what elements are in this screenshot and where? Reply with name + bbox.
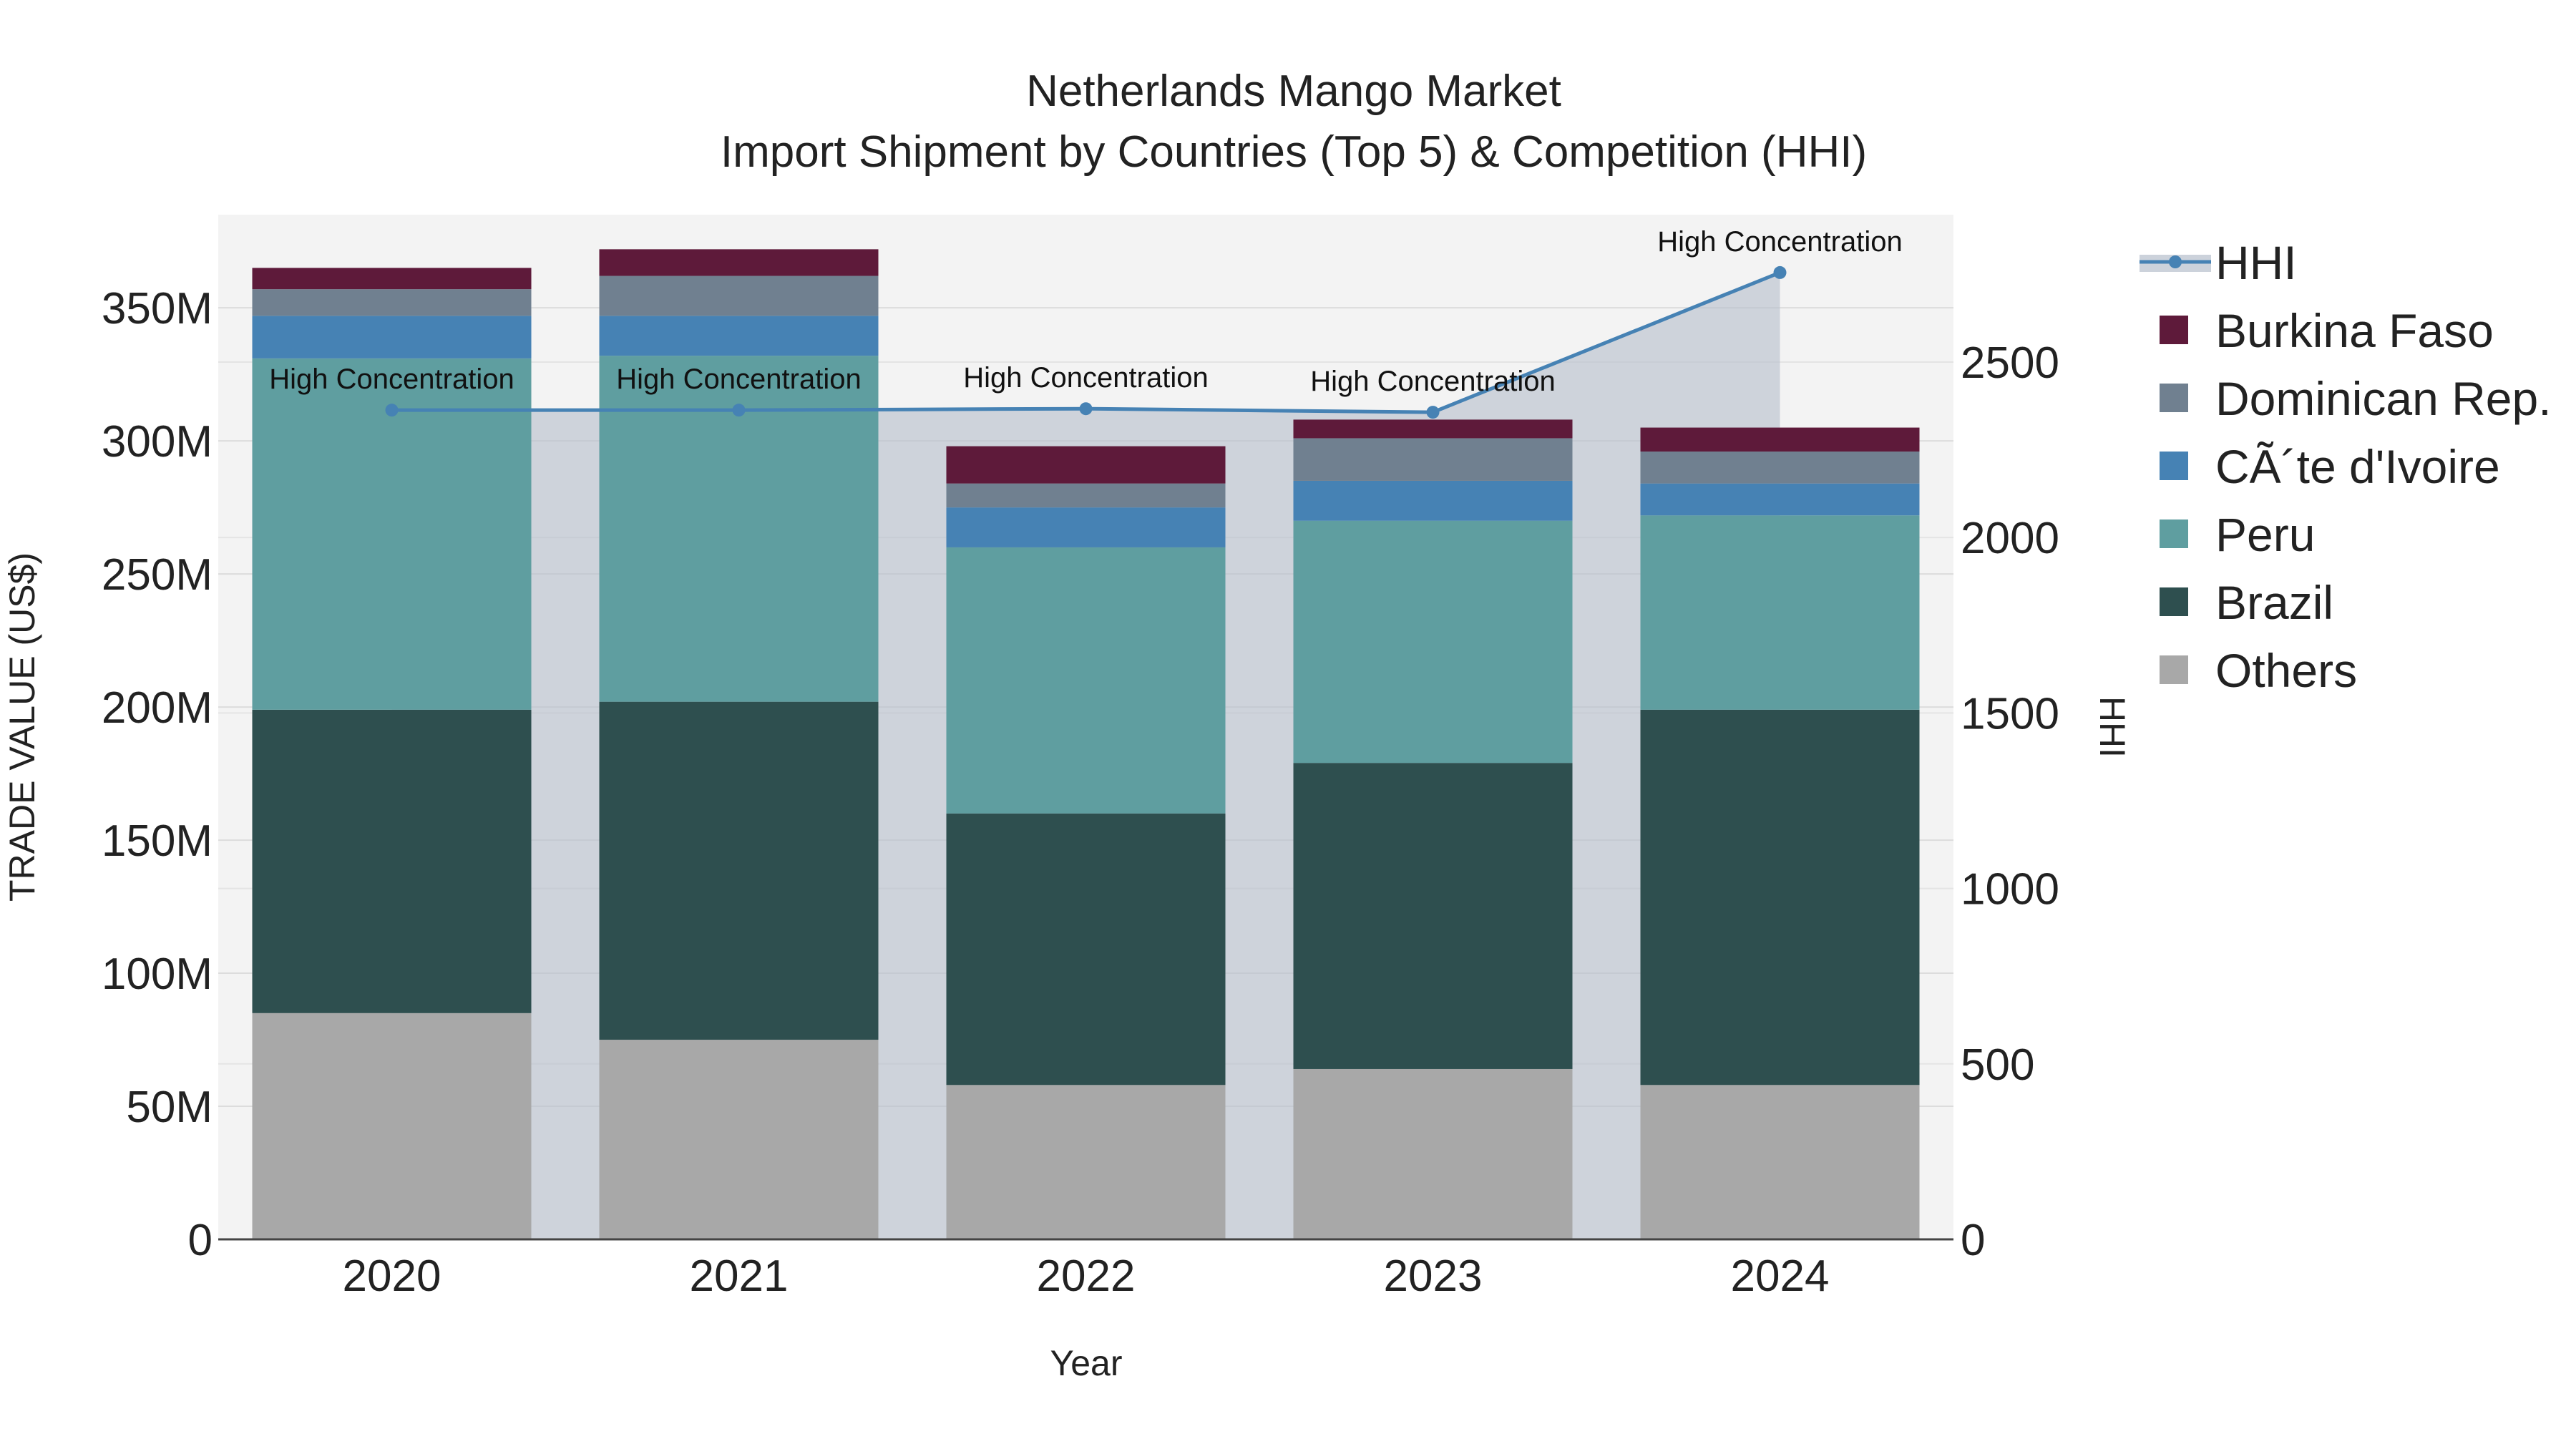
bar-segment [599, 275, 879, 316]
hhi-annotation: High Concentration [963, 362, 1208, 394]
y-tick-label: 150M [102, 816, 213, 866]
y-tick-label: 200M [102, 683, 213, 733]
bar-segment [252, 709, 532, 1013]
legend-swatch-hhi-marker [2169, 255, 2182, 268]
bar-segment [1293, 763, 1573, 1069]
annotations-layer: High Concentration High Concentration High… [269, 226, 1902, 397]
hhi-line-layer [385, 265, 1787, 419]
x-tick-label: 2021 [690, 1252, 789, 1301]
legend-label: CÃ´te d'Ivoire [2215, 440, 2500, 493]
x-tick-label: 2022 [1037, 1252, 1136, 1301]
bar-segment [1640, 709, 1920, 1085]
legend: HHI Burkina Faso Dominican Rep. CÃ´te d'Ivo… [2140, 236, 2552, 697]
bar-segment [1293, 1068, 1573, 1239]
hhi-marker [1426, 406, 1440, 419]
legend-label: Brazil [2215, 576, 2333, 629]
legend-label: Others [2215, 644, 2357, 697]
y2-tick-label: 1500 [1961, 689, 2059, 738]
bar-segment [1640, 483, 1920, 516]
hhi-annotation: High Concentration [1657, 226, 1902, 258]
y-tick-label: 100M [102, 950, 213, 999]
hhi-marker [732, 404, 746, 417]
y-tick-label: 250M [102, 550, 213, 600]
bar-segment [599, 701, 879, 1040]
bar-segment [252, 289, 532, 316]
bars-layer [252, 249, 1920, 1239]
y-tick-label: 350M [102, 284, 213, 333]
bar-segment [1293, 438, 1573, 481]
legend-label: Dominican Rep. [2215, 372, 2552, 425]
chart-title: Netherlands Mango Market [1026, 67, 1561, 116]
legend-label: HHI [2215, 236, 2297, 289]
legend-swatch [2160, 452, 2188, 480]
bar-segment [599, 1040, 879, 1239]
bar-segment [599, 316, 879, 356]
y2-tick-label: 0 [1961, 1216, 1985, 1265]
bar-segment [252, 268, 532, 290]
legend-swatch [2160, 316, 2188, 344]
bar-segment [946, 483, 1226, 508]
y-tick-label: 300M [102, 417, 213, 467]
x-tick-label: 2020 [343, 1252, 441, 1301]
hhi-annotation: High Concentration [616, 364, 861, 395]
x-tick-label: 2024 [1731, 1252, 1830, 1301]
hhi-marker [1079, 402, 1093, 416]
bar-segment [946, 446, 1226, 484]
bar-segment [1293, 520, 1573, 763]
bar-segment [252, 1013, 532, 1239]
y2-axis-ticks: 0 500 1000 1500 2000 2500 [1961, 338, 2059, 1265]
x-axis-title: Year [1050, 1343, 1122, 1383]
chart-subtitle: Import Shipment by Countries (Top 5) & C… [721, 127, 1867, 177]
bar-segment [252, 358, 532, 710]
hhi-annotation: High Concentration [1310, 366, 1555, 397]
bar-segment [946, 1085, 1226, 1239]
bar-segment [252, 316, 532, 358]
bar-segment [1293, 480, 1573, 521]
bar-segment [946, 507, 1226, 547]
bar-segment [1640, 1085, 1920, 1239]
y-tick-label: 50M [126, 1083, 213, 1132]
bar-segment [1293, 419, 1573, 439]
y2-tick-label: 2000 [1961, 514, 2059, 563]
legend-label: Burkina Faso [2215, 304, 2494, 357]
y-axis-ticks: 0 50M 100M 150M 200M 250M 300M 350M [102, 284, 213, 1265]
y2-tick-label: 2500 [1961, 338, 2059, 388]
bar-segment [946, 813, 1226, 1085]
bar-segment [1640, 452, 1920, 484]
x-tick-label: 2023 [1384, 1252, 1483, 1301]
y2-axis-title: HHI [2092, 696, 2132, 758]
legend-swatch [2160, 587, 2188, 616]
y2-tick-label: 1000 [1961, 865, 2059, 914]
y-axis-title: TRADE VALUE (US$) [2, 552, 42, 902]
bar-segment [599, 249, 879, 276]
legend-swatch [2160, 384, 2188, 412]
hhi-marker [385, 404, 399, 417]
legend-swatch [2160, 655, 2188, 684]
bar-segment [1640, 515, 1920, 710]
y2-tick-label: 500 [1961, 1040, 2034, 1090]
legend-swatch [2160, 519, 2188, 548]
hhi-annotation: High Concentration [269, 364, 514, 395]
hhi-marker [1773, 265, 1787, 279]
y-tick-label: 0 [188, 1216, 213, 1265]
bar-segment [946, 547, 1226, 814]
bar-segment [1640, 427, 1920, 452]
legend-label: Peru [2215, 508, 2315, 561]
x-axis-ticks: 2020 2021 2022 2023 2024 [343, 1252, 1830, 1301]
